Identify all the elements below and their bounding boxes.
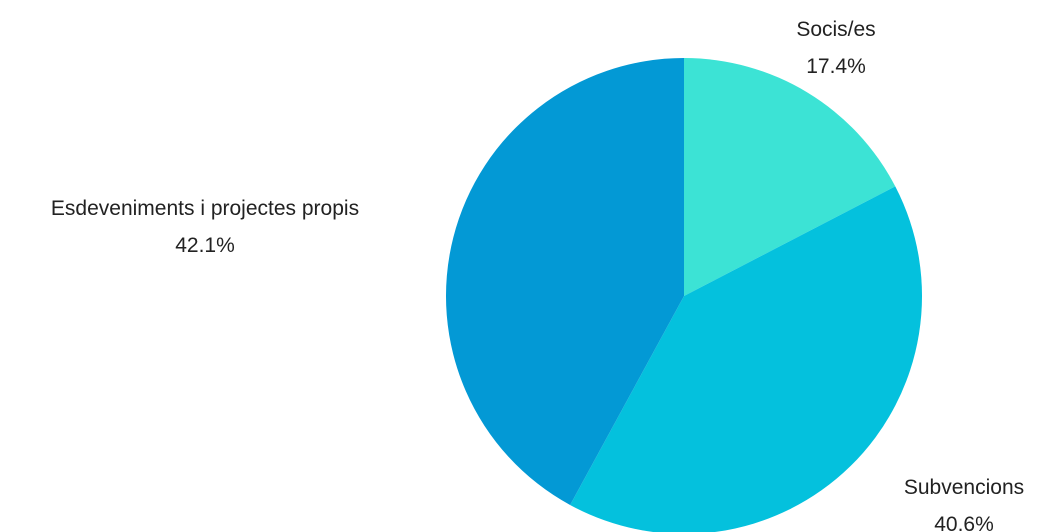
slice-label-2: Subvencions	[904, 476, 1024, 499]
pie-slices	[445, 57, 923, 532]
pie-slice-1	[684, 58, 896, 296]
pie-labels: Socis/es 17.4% Subvencions 40.6% Esdevenimen…	[51, 18, 1024, 532]
slice-value-label-3: 42.1%	[175, 234, 235, 257]
slice-value-label-2: 40.6%	[934, 513, 994, 532]
slice-label-1: Socis/es	[796, 18, 875, 41]
pie-slice-3	[445, 57, 684, 505]
pie-slice-2	[570, 186, 923, 532]
slice-label-3: Esdeveniments i projectes propis	[51, 197, 359, 220]
slice-value-label-1: 17.4%	[806, 55, 866, 78]
